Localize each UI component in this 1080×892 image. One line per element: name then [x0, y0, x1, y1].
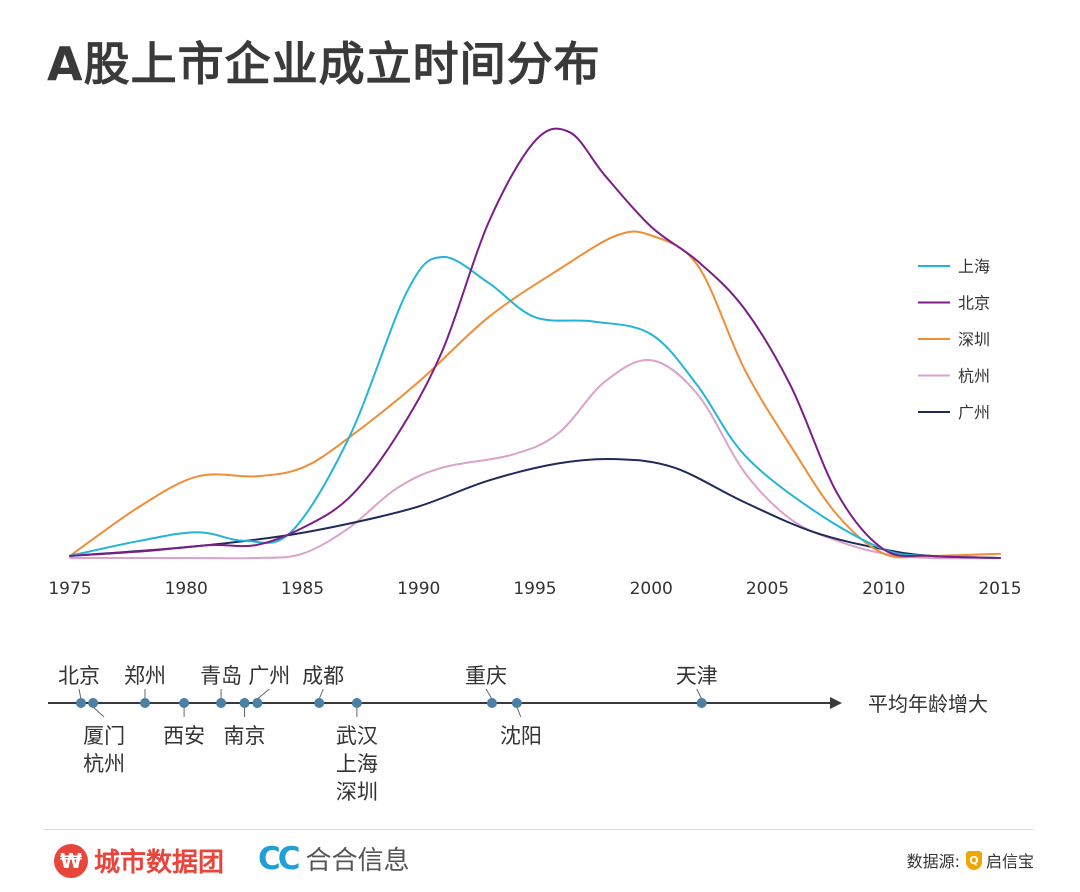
city-leader-7	[257, 688, 270, 700]
chart-canvas: 1975 1980 1985 1990 1995 2000 2005 2010 2015 上海北…	[48, 127, 1022, 804]
data-source: 数据源: Q 启信宝	[907, 848, 1034, 872]
brand1-name: 城市数据团	[94, 848, 225, 878]
city-dot-2	[88, 698, 99, 708]
city-dot-12	[696, 698, 707, 708]
city-label-12: 天津	[676, 664, 718, 688]
city-dot-8	[314, 698, 325, 708]
city-label-5: 青岛	[200, 664, 242, 688]
city-label-2-1: 厦门	[83, 724, 125, 748]
timeline-axis-label: 平均年龄增大	[868, 692, 988, 716]
city-label-9-1: 武汉	[336, 724, 378, 748]
x-tick-2015: 2015	[978, 579, 1021, 599]
city-label-7: 广州	[248, 664, 290, 688]
chart-title: A股上市企业成立时间分布	[47, 37, 601, 91]
x-tick-1980: 1980	[165, 579, 208, 599]
x-tick-1990: 1990	[397, 579, 440, 599]
series-line-1	[69, 255, 1001, 559]
city-label-6-1: 南京	[224, 724, 266, 748]
city-dot-3	[139, 698, 150, 708]
x-axis-ticks: 1975 1980 1985 1990 1995 2000 2005 2010 2015	[48, 579, 1021, 599]
city-dot-9	[351, 698, 362, 708]
city-leader-2	[92, 706, 105, 718]
timeline-arrow-icon	[830, 697, 842, 709]
legend-label-5: 广州	[958, 403, 990, 422]
brand-city-data-group: ₩ 城市数据团	[54, 842, 224, 879]
city-data-group-logo-icon: ₩	[54, 843, 88, 878]
series-line-3	[69, 230, 1001, 559]
brand-intsig: CC 合合信息	[258, 840, 410, 877]
x-tick-2000: 2000	[630, 579, 673, 599]
city-dot-4	[179, 698, 190, 708]
x-tick-1985: 1985	[281, 579, 324, 599]
series-line-2	[69, 127, 1001, 559]
source-label: 数据源:	[906, 852, 960, 871]
city-label-8: 成都	[302, 664, 344, 688]
intsig-logo-icon: CC	[258, 840, 300, 877]
city-leader-12	[696, 688, 703, 700]
city-label-9-3: 深圳	[336, 780, 378, 804]
legend-label-1: 上海	[958, 257, 990, 276]
city-dot-6	[239, 698, 250, 708]
city-dot-7	[252, 698, 263, 708]
brand2-name: 合合信息	[305, 846, 410, 876]
x-tick-2010: 2010	[862, 579, 905, 599]
city-label-1: 北京	[58, 664, 100, 688]
city-label-10: 重庆	[465, 664, 507, 688]
city-label-9-2: 上海	[336, 752, 378, 776]
city-leader-8	[318, 688, 324, 700]
x-tick-1975: 1975	[48, 579, 91, 599]
city-leader-11	[516, 706, 522, 718]
city-label-11-1: 沈阳	[500, 724, 542, 748]
series-lines	[69, 127, 1001, 560]
city-dot-1	[76, 698, 86, 708]
series-line-4	[69, 359, 1001, 560]
legend-label-3: 深圳	[958, 330, 990, 349]
x-tick-1995: 1995	[513, 579, 556, 599]
legend-label-2: 北京	[958, 294, 990, 313]
city-label-3: 郑州	[124, 664, 166, 688]
source-name: 启信宝	[985, 852, 1034, 871]
city-dot-11	[511, 698, 522, 708]
city-dot-5	[216, 698, 227, 708]
city-leader-1	[78, 688, 82, 700]
city-leader-10	[485, 688, 493, 700]
footer: ₩ 城市数据团 CC 合合信息 数据源: Q 启信宝	[44, 829, 1034, 892]
city-dot-10	[486, 698, 497, 708]
city-label-4-1: 西安	[163, 724, 205, 748]
legend-label-4: 杭州	[958, 367, 990, 386]
qixinbao-shield-icon: Q	[965, 850, 982, 870]
x-tick-2005: 2005	[746, 579, 789, 599]
city-label-2-2: 杭州	[83, 752, 125, 776]
